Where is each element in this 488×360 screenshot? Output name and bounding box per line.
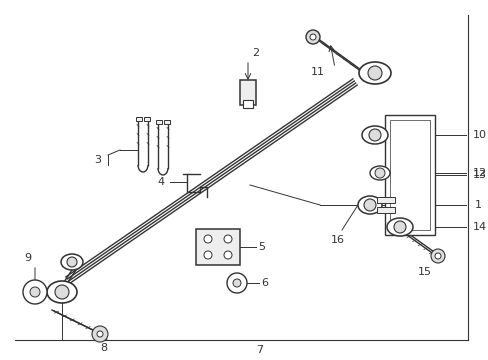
Circle shape [374, 168, 384, 178]
Circle shape [434, 253, 440, 259]
Ellipse shape [369, 166, 389, 180]
Ellipse shape [361, 126, 387, 144]
Circle shape [67, 257, 77, 267]
Circle shape [30, 287, 40, 297]
Circle shape [92, 326, 108, 342]
Bar [243, 100, 252, 108]
Text: 15: 15 [417, 267, 431, 277]
Text: 10: 10 [472, 130, 486, 140]
Text: 11: 11 [310, 67, 325, 77]
Circle shape [97, 331, 103, 337]
Text: 6: 6 [261, 278, 268, 288]
Bar [163, 120, 170, 124]
Circle shape [309, 34, 315, 40]
Bar [376, 207, 394, 213]
Text: 14: 14 [472, 222, 486, 232]
Circle shape [367, 66, 381, 80]
Circle shape [226, 273, 246, 293]
Circle shape [393, 221, 405, 233]
Ellipse shape [61, 254, 83, 270]
Text: 1: 1 [473, 200, 481, 210]
Circle shape [430, 249, 444, 263]
Circle shape [55, 285, 69, 299]
Circle shape [224, 251, 231, 259]
Circle shape [363, 199, 375, 211]
Circle shape [203, 251, 212, 259]
Text: 9: 9 [24, 253, 32, 263]
Ellipse shape [358, 62, 390, 84]
Circle shape [23, 280, 47, 304]
Circle shape [305, 30, 319, 44]
Bar [156, 120, 162, 124]
Circle shape [232, 279, 241, 287]
Text: 2: 2 [252, 48, 259, 58]
Text: 4: 4 [158, 177, 164, 187]
Circle shape [203, 235, 212, 243]
Ellipse shape [386, 218, 412, 236]
Text: 5: 5 [258, 242, 265, 252]
Text: 8: 8 [100, 343, 107, 353]
Ellipse shape [357, 196, 381, 214]
Text: 7: 7 [256, 345, 263, 355]
Bar [240, 80, 256, 105]
Circle shape [368, 129, 380, 141]
Bar [196, 229, 240, 265]
Text: 16: 16 [330, 235, 345, 245]
Bar [143, 117, 150, 121]
Circle shape [224, 235, 231, 243]
Bar [136, 117, 142, 121]
Bar [389, 120, 429, 230]
Text: 13: 13 [472, 170, 486, 180]
Bar [384, 115, 434, 235]
Text: 12: 12 [472, 168, 486, 178]
Bar [376, 197, 394, 203]
Text: 3: 3 [94, 155, 102, 165]
Ellipse shape [47, 281, 77, 303]
